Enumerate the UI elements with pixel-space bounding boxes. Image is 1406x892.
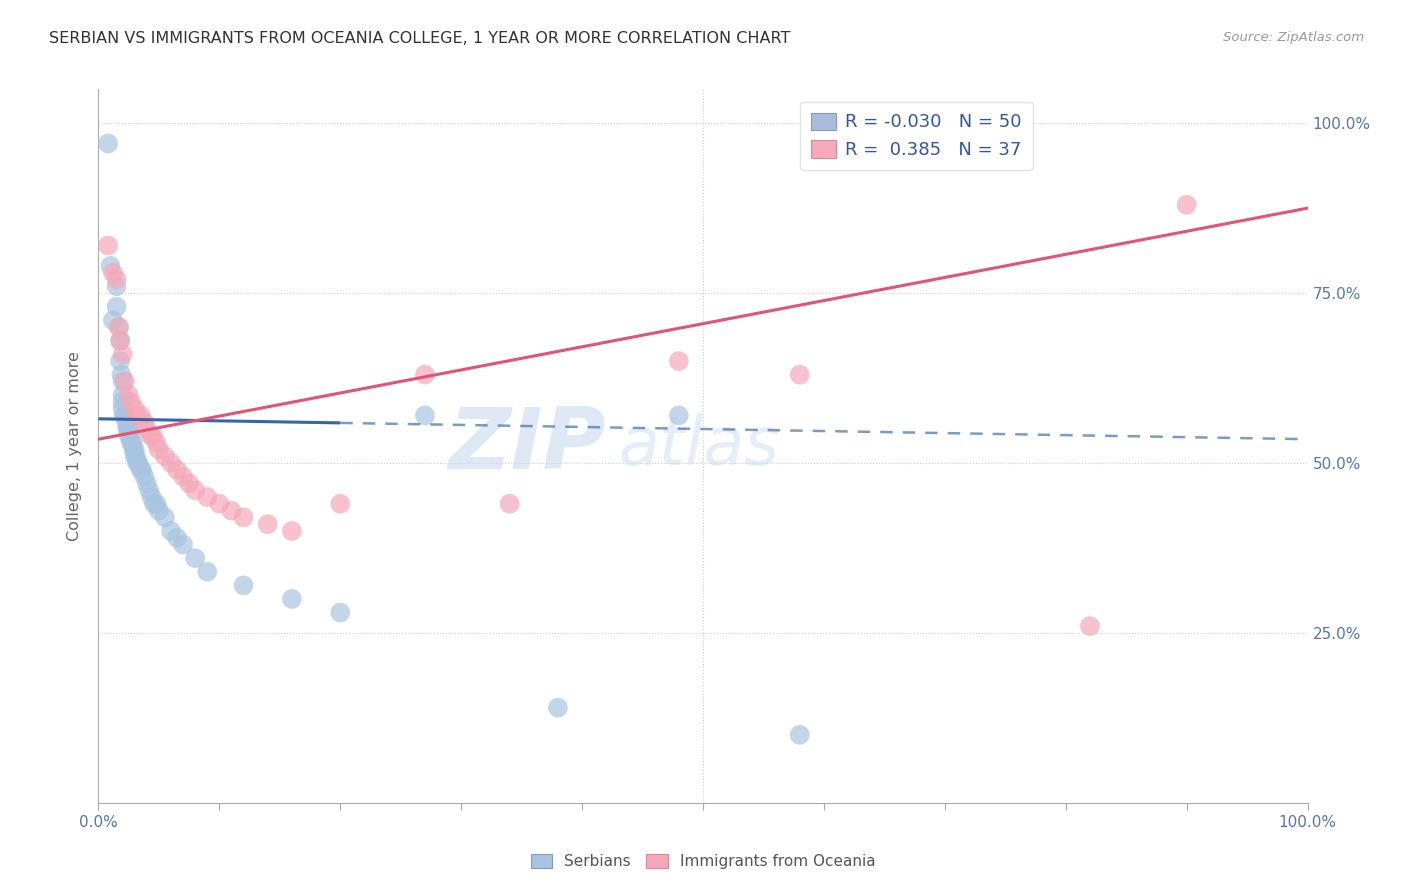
Point bbox=[145, 497, 167, 511]
Point bbox=[142, 429, 165, 443]
Point bbox=[118, 429, 141, 443]
Point bbox=[124, 449, 146, 463]
Point bbox=[148, 442, 170, 457]
Point bbox=[166, 531, 188, 545]
Point bbox=[134, 469, 156, 483]
Point bbox=[125, 449, 148, 463]
Point bbox=[105, 300, 128, 314]
Y-axis label: College, 1 year or more: College, 1 year or more bbox=[67, 351, 83, 541]
Point bbox=[789, 368, 811, 382]
Point bbox=[160, 456, 183, 470]
Point bbox=[135, 422, 157, 436]
Point bbox=[127, 456, 149, 470]
Point bbox=[101, 266, 124, 280]
Point bbox=[153, 449, 176, 463]
Point bbox=[120, 394, 142, 409]
Point bbox=[101, 313, 124, 327]
Point bbox=[789, 728, 811, 742]
Point bbox=[329, 606, 352, 620]
Point bbox=[547, 700, 569, 714]
Point bbox=[134, 415, 156, 429]
Point bbox=[668, 409, 690, 423]
Point bbox=[141, 490, 163, 504]
Point bbox=[129, 463, 152, 477]
Point bbox=[108, 354, 131, 368]
Point bbox=[1078, 619, 1101, 633]
Point bbox=[498, 497, 520, 511]
Point bbox=[668, 354, 690, 368]
Point bbox=[184, 551, 207, 566]
Legend: R = -0.030   N = 50, R =  0.385   N = 37: R = -0.030 N = 50, R = 0.385 N = 37 bbox=[800, 102, 1032, 170]
Point bbox=[127, 456, 149, 470]
Point bbox=[195, 490, 218, 504]
Point bbox=[114, 375, 136, 389]
Point bbox=[97, 238, 120, 252]
Point bbox=[139, 429, 162, 443]
Point bbox=[112, 409, 135, 423]
Point bbox=[153, 510, 176, 524]
Point bbox=[208, 497, 231, 511]
Point bbox=[135, 476, 157, 491]
Point bbox=[232, 510, 254, 524]
Point bbox=[110, 368, 132, 382]
Text: SERBIAN VS IMMIGRANTS FROM OCEANIA COLLEGE, 1 YEAR OR MORE CORRELATION CHART: SERBIAN VS IMMIGRANTS FROM OCEANIA COLLE… bbox=[49, 31, 790, 46]
Point bbox=[100, 259, 122, 273]
Point bbox=[108, 320, 131, 334]
Point bbox=[281, 524, 304, 538]
Text: ZIP: ZIP bbox=[449, 404, 606, 488]
Point bbox=[105, 279, 128, 293]
Point bbox=[172, 537, 194, 551]
Point bbox=[145, 435, 167, 450]
Point bbox=[166, 463, 188, 477]
Point bbox=[117, 422, 139, 436]
Point bbox=[413, 368, 436, 382]
Point bbox=[232, 578, 254, 592]
Text: atlas: atlas bbox=[619, 413, 779, 479]
Point bbox=[281, 591, 304, 606]
Point bbox=[221, 503, 243, 517]
Point bbox=[184, 483, 207, 498]
Point bbox=[111, 347, 134, 361]
Point bbox=[118, 422, 141, 436]
Point bbox=[121, 435, 143, 450]
Point bbox=[122, 442, 145, 457]
Point bbox=[127, 409, 149, 423]
Point bbox=[413, 409, 436, 423]
Point bbox=[195, 565, 218, 579]
Point bbox=[148, 503, 170, 517]
Point bbox=[124, 401, 146, 416]
Point bbox=[111, 394, 134, 409]
Point bbox=[118, 388, 141, 402]
Point bbox=[129, 409, 152, 423]
Point bbox=[115, 415, 138, 429]
Point bbox=[138, 483, 160, 498]
Point bbox=[179, 476, 201, 491]
Point bbox=[111, 388, 134, 402]
Point bbox=[105, 272, 128, 286]
Text: Source: ZipAtlas.com: Source: ZipAtlas.com bbox=[1223, 31, 1364, 45]
Legend: Serbians, Immigrants from Oceania: Serbians, Immigrants from Oceania bbox=[524, 847, 882, 875]
Point bbox=[329, 497, 352, 511]
Point bbox=[111, 375, 134, 389]
Point bbox=[131, 463, 153, 477]
Point bbox=[108, 334, 131, 348]
Point bbox=[114, 409, 136, 423]
Point bbox=[118, 429, 141, 443]
Point bbox=[108, 320, 131, 334]
Point bbox=[97, 136, 120, 151]
Point bbox=[120, 435, 142, 450]
Point bbox=[160, 524, 183, 538]
Point bbox=[143, 497, 166, 511]
Point bbox=[108, 334, 131, 348]
Point bbox=[1175, 198, 1198, 212]
Point bbox=[111, 401, 134, 416]
Point bbox=[124, 442, 146, 457]
Point bbox=[256, 517, 278, 532]
Point bbox=[172, 469, 194, 483]
